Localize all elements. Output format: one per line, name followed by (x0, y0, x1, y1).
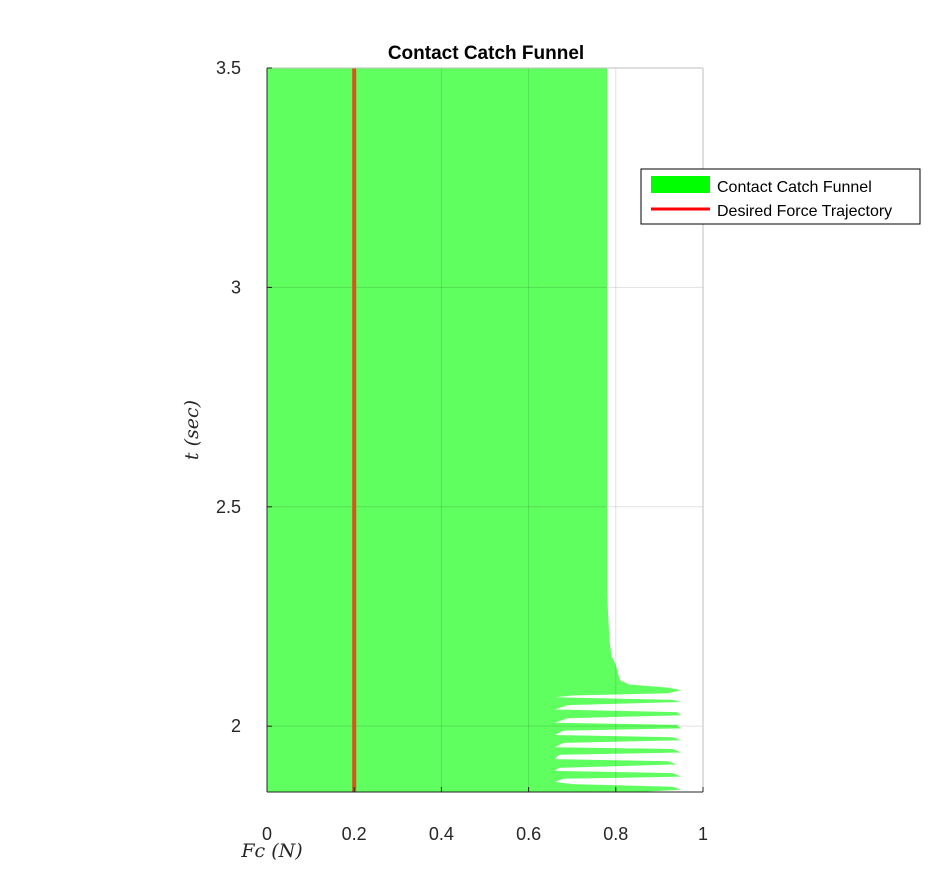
legend-label-trajectory: Desired Force Trajectory (717, 203, 892, 220)
funnel-area (267, 68, 682, 792)
y-tick-label-3: 3.5 (216, 58, 241, 78)
legend: Contact Catch Funnel Desired Force Traje… (640, 168, 921, 225)
x-tick-label-1: 0.2 (342, 824, 367, 844)
x-tick-labels: 0 0.2 0.4 0.6 0.8 1 (262, 824, 708, 844)
funnel-layer (267, 68, 682, 792)
y-tick-label-1: 2.5 (216, 497, 241, 517)
x-axis-label: Fc (N) (240, 840, 302, 862)
legend-swatch-funnel (651, 176, 710, 193)
x-tick-label-4: 0.8 (603, 824, 628, 844)
chart-title: Contact Catch Funnel (388, 43, 584, 64)
plot-area (266, 67, 704, 793)
legend-label-funnel: Contact Catch Funnel (717, 179, 872, 196)
y-tick-label-0: 2 (231, 716, 241, 736)
x-tick-label-0: 0 (262, 824, 272, 844)
y-axis-label: t (sec) (181, 400, 203, 460)
y-tick-labels: 2 2.5 3 3.5 (216, 58, 241, 736)
x-tick-label-2: 0.4 (429, 824, 454, 844)
x-tick-label-3: 0.6 (516, 824, 541, 844)
y-tick-label-2: 3 (231, 277, 241, 297)
x-tick-label-5: 1 (698, 824, 708, 844)
